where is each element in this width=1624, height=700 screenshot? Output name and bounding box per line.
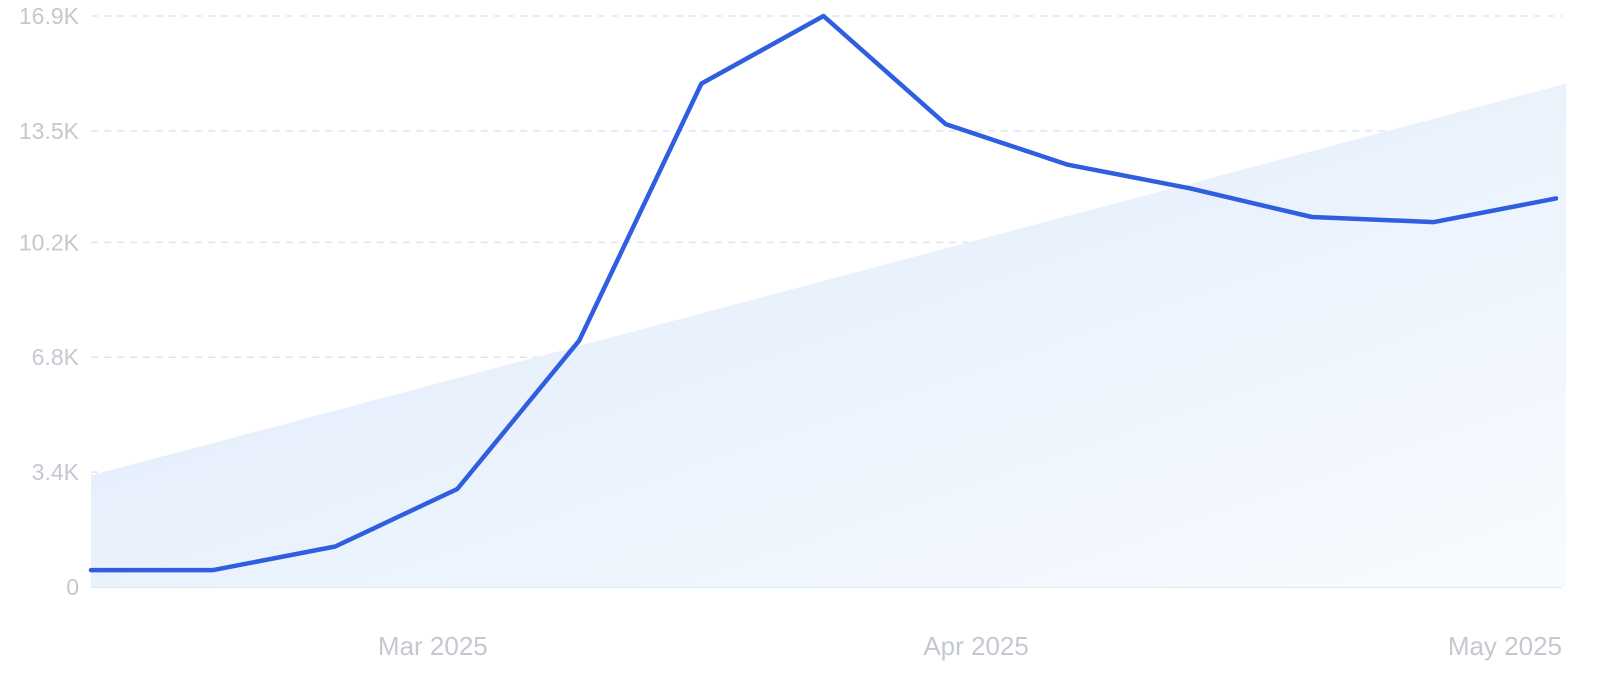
y-axis-ticks: 0 3.4K 6.8K 10.2K 13.5K 16.9K [19, 3, 80, 600]
series-lines [88, 13, 1559, 573]
trend-band [91, 83, 1566, 587]
y-tick-label: 6.8K [32, 344, 80, 370]
y-tick-label: 10.2K [19, 229, 80, 255]
y-tick-label: 3.4K [32, 459, 80, 485]
y-tick-label: 0 [66, 574, 79, 600]
y-tick-label: 16.9K [19, 3, 80, 29]
x-axis-ticks: Mar 2025 Apr 2025 May 2025 [378, 631, 1562, 661]
x-tick-label: May 2025 [1448, 631, 1562, 661]
x-tick-label: Apr 2025 [923, 631, 1029, 661]
trend-area [91, 83, 1566, 587]
x-tick-label: Mar 2025 [378, 631, 488, 661]
y-tick-label: 13.5K [19, 118, 80, 144]
